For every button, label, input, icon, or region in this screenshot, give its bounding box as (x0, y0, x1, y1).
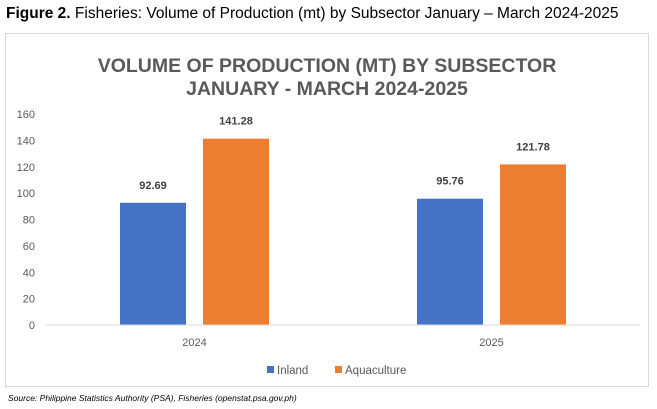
figure-label: Figure 2. (6, 5, 71, 22)
data-label-aquaculture-2024: 141.28 (219, 116, 253, 128)
y-tick-label: 20 (23, 294, 35, 306)
data-label-inland-2025: 95.76 (436, 176, 464, 188)
figure-caption-text: Fisheries: Volume of Production (mt) by … (70, 5, 619, 22)
y-tick-label: 40 (23, 267, 35, 279)
data-label-aquaculture-2025: 121.78 (516, 141, 550, 153)
source-note: Source: Philippine Statistics Authority … (8, 393, 297, 403)
bar-inland-2025 (417, 198, 483, 325)
y-axis: 0 20 40 60 80 100 120 140 160 (17, 109, 35, 332)
y-tick-label: 60 (23, 241, 35, 253)
legend-label-aquaculture: Aquaculture (345, 365, 406, 377)
x-axis: 2024 2025 (182, 337, 503, 349)
y-tick-label: 80 (23, 215, 35, 227)
bar-inland-2024 (120, 202, 186, 325)
legend-swatch-inland (267, 366, 274, 373)
bar-aquaculture-2024 (203, 138, 269, 325)
legend-swatch-aquaculture (335, 366, 342, 373)
figure-caption: Figure 2. Fisheries: Volume of Productio… (6, 5, 619, 23)
data-label-inland-2024: 92.69 (139, 180, 167, 192)
chart-title-line-1: VOLUME OF PRODUCTION (MT) BY SUBSECTOR (98, 55, 557, 77)
chart-title-line-2: JANUARY - MARCH 2024-2025 (186, 78, 468, 100)
y-tick-label: 160 (17, 109, 35, 121)
x-tick-label: 2025 (479, 337, 503, 349)
bars: 92.69 141.28 95.76 121.78 (120, 116, 566, 325)
y-tick-label: 120 (17, 162, 35, 174)
y-tick-label: 140 (17, 135, 35, 147)
legend-label-inland: Inland (277, 365, 308, 377)
y-tick-label: 0 (29, 320, 35, 332)
legend: Inland Aquaculture (267, 365, 406, 377)
bar-aquaculture-2025 (500, 164, 566, 325)
x-tick-label: 2024 (182, 337, 206, 349)
y-tick-label: 100 (17, 188, 35, 200)
